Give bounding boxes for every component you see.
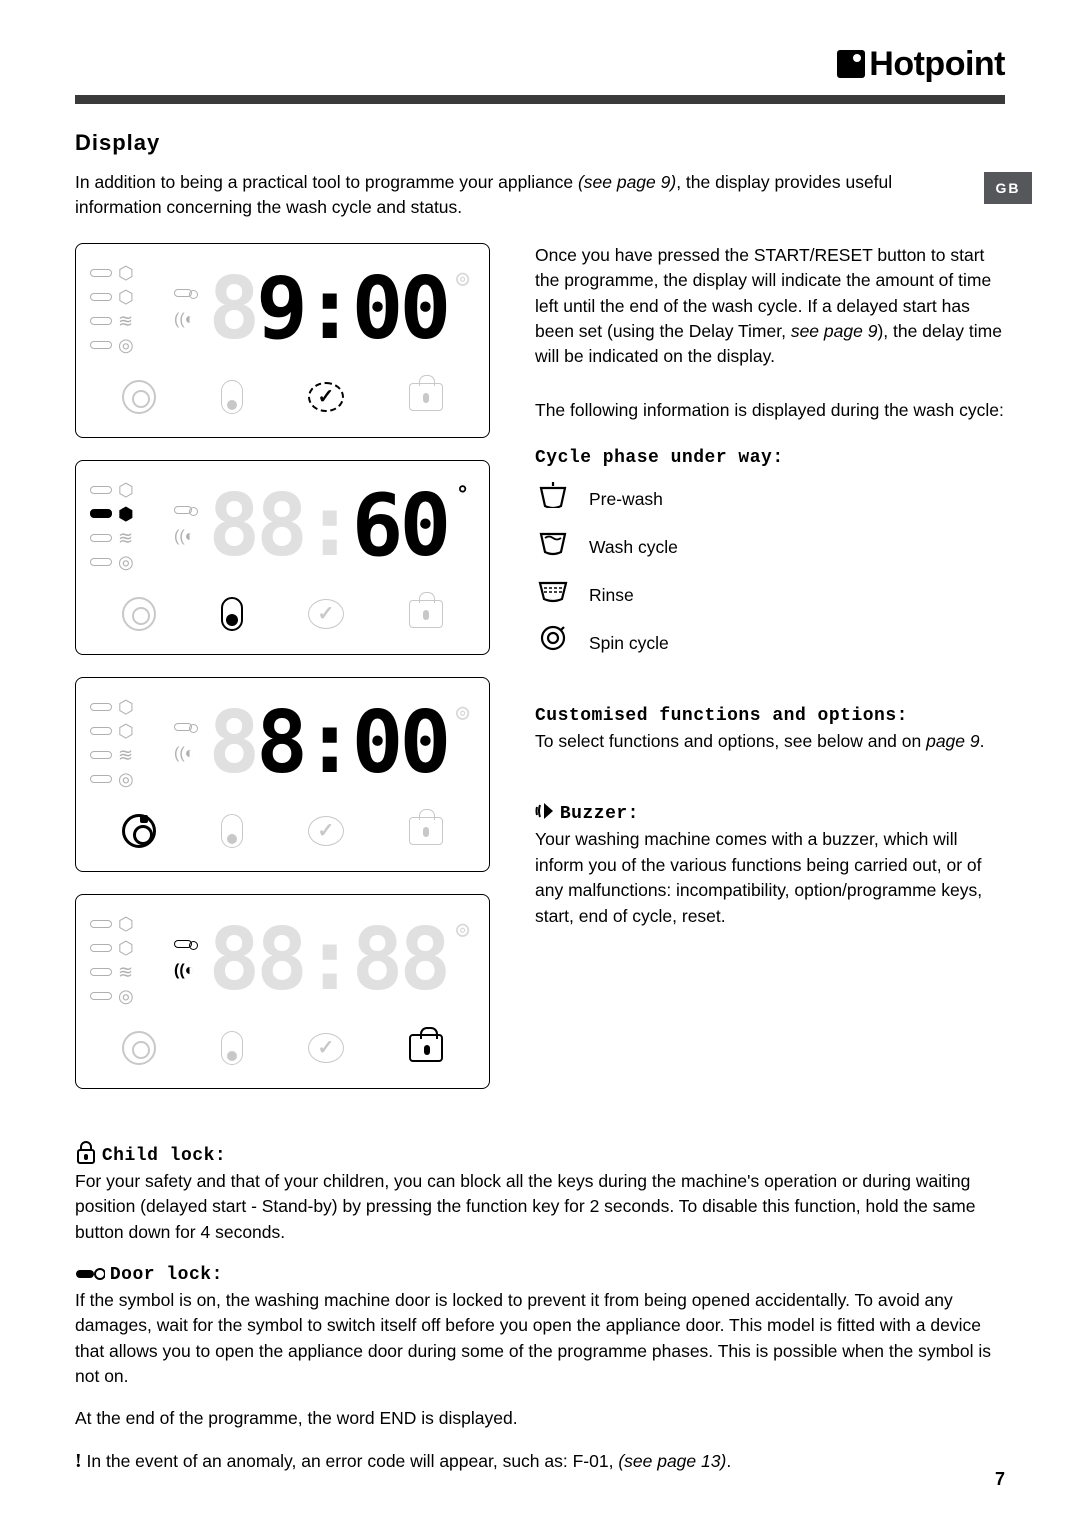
start-reset-info: Once you have pressed the START/RESET bu… [535, 243, 1005, 370]
intro-paragraph: In addition to being a practical tool to… [75, 170, 955, 221]
section-heading: Display [75, 130, 1005, 156]
display-panel-lock: ⬡ ⬡ ≋ ◎ ((◐ 88:88 ◎ [75, 894, 490, 1089]
header-divider [75, 95, 1005, 104]
display-panel-spin: ⬡ ⬡ ≋ ◎ ((◐ 88:00 ◎ [75, 677, 490, 872]
anomaly-text: ! In the event of an anomaly, an error c… [75, 1447, 1005, 1476]
buzzer-text: Your washing machine comes with a buzzer… [535, 827, 1005, 929]
phase-spin-row: Spin cycle [535, 624, 1005, 663]
page-number: 7 [995, 1469, 1005, 1490]
brand-logo: Hotpoint [837, 45, 1005, 84]
display-panel-temp: ⬡ ⬢ ≋ ◎ ((◐ 88:60 ° [75, 460, 490, 655]
end-text: At the end of the programme, the word EN… [75, 1406, 1005, 1431]
cycle-info-intro: The following information is displayed d… [535, 398, 1005, 423]
custom-heading: Customised functions and options: [535, 703, 1005, 729]
display-panels-column: ⬡ ⬡ ≋ ◎ ((◐ 89:00 ◎ [75, 243, 505, 1111]
spin-cycle-icon [535, 624, 571, 663]
warning-icon: ! [75, 1450, 82, 1472]
door-lock-section: Door lock: If the symbol is on, the wash… [75, 1261, 1005, 1390]
lock-digits: 88:88 ◎ [208, 917, 447, 1003]
time-digits: 89:00 ◎ [208, 266, 447, 352]
child-lock-section: Child lock: For your safety and that of … [75, 1141, 1005, 1245]
phase-wash-row: Wash cycle [535, 529, 1005, 567]
brand-icon [837, 50, 865, 78]
phase-heading: Cycle phase under way: [535, 445, 1005, 471]
buzzer-heading-row: Buzzer: [535, 800, 1005, 827]
temp-digits: 88:60 ° [208, 483, 447, 569]
buzzer-icon [535, 801, 555, 821]
spin-icon [122, 814, 156, 848]
thermometer-icon [221, 597, 243, 631]
door-lock-icon [75, 1267, 105, 1281]
rinse-icon [535, 576, 571, 614]
phase-rinse-row: Rinse [535, 576, 1005, 614]
display-panel-time: ⬡ ⬡ ≋ ◎ ((◐ 89:00 ◎ [75, 243, 490, 438]
spin-digits: 88:00 ◎ [208, 700, 447, 786]
lock-icon [75, 1141, 97, 1165]
confirm-icon: ✓ [308, 382, 344, 412]
custom-text: To select functions and options, see bel… [535, 729, 1005, 754]
phase-prewash-row: Pre-wash [535, 481, 1005, 519]
wash-icon [535, 529, 571, 567]
child-lock-icon [409, 1034, 443, 1062]
prewash-icon [535, 481, 571, 519]
